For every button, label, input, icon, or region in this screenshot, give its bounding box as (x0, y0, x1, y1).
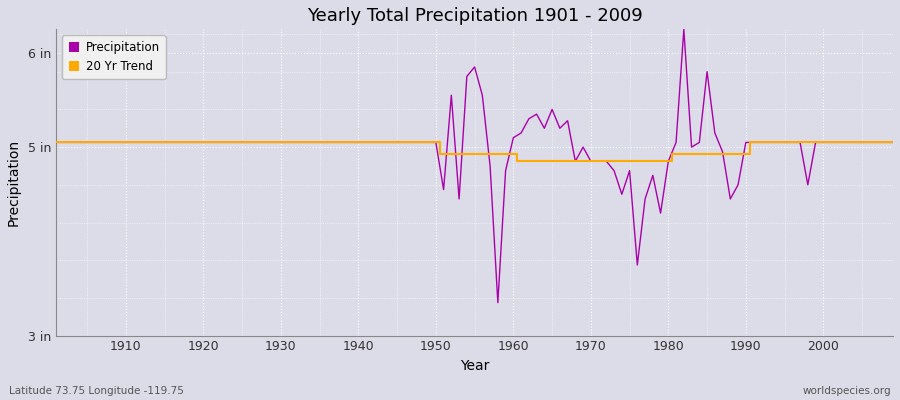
Title: Yearly Total Precipitation 1901 - 2009: Yearly Total Precipitation 1901 - 2009 (307, 7, 643, 25)
Legend: Precipitation, 20 Yr Trend: Precipitation, 20 Yr Trend (62, 35, 166, 79)
Y-axis label: Precipitation: Precipitation (7, 139, 21, 226)
X-axis label: Year: Year (460, 359, 490, 373)
Text: worldspecies.org: worldspecies.org (803, 386, 891, 396)
Text: Latitude 73.75 Longitude -119.75: Latitude 73.75 Longitude -119.75 (9, 386, 184, 396)
